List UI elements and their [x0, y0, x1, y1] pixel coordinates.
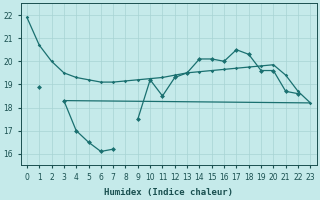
X-axis label: Humidex (Indice chaleur): Humidex (Indice chaleur) [104, 188, 233, 197]
